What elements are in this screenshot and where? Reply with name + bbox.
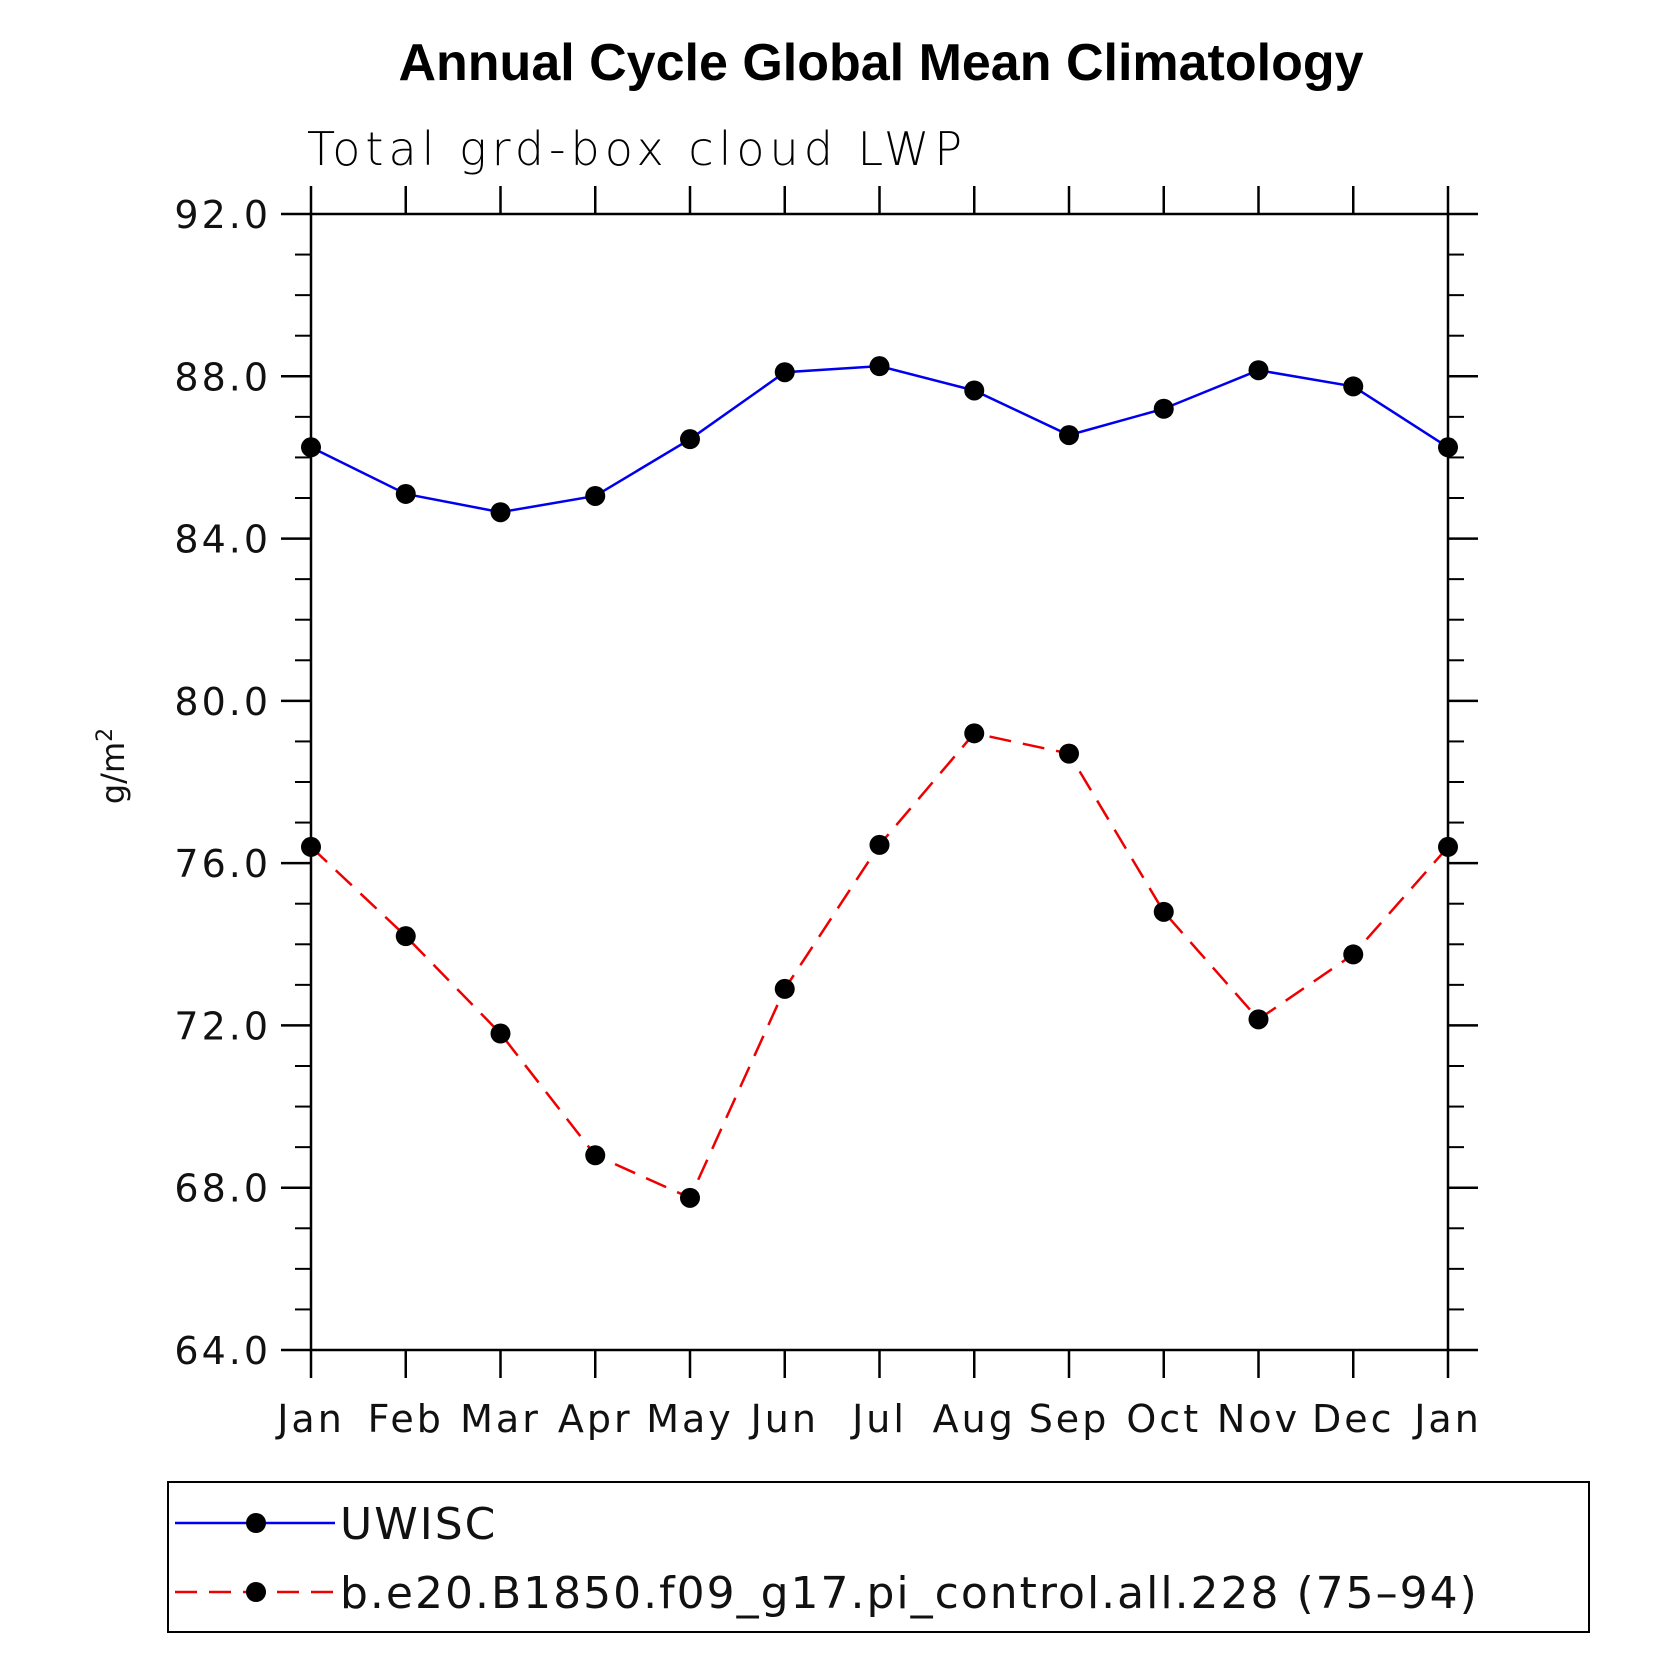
x-tick-label: Mar	[460, 1397, 541, 1441]
x-tick-label: Oct	[1126, 1397, 1201, 1441]
data-point	[964, 380, 985, 401]
series-1	[301, 723, 1458, 1208]
data-point	[1059, 743, 1079, 764]
legend-marker	[246, 1582, 266, 1602]
data-point	[774, 362, 795, 383]
y-tick-label: 72.0	[174, 1004, 271, 1048]
x-tick-label: Jun	[749, 1397, 819, 1441]
x-tick-label: Nov	[1217, 1397, 1300, 1441]
y-axis-label: g/m2	[93, 728, 133, 804]
x-tick-label: Aug	[933, 1397, 1016, 1441]
data-point	[869, 834, 890, 855]
legend: UWISC b.e20.B1850.f09_g17.pi_control.all.…	[167, 1481, 1590, 1633]
data-point	[490, 1023, 511, 1044]
legend-marker	[246, 1513, 266, 1533]
data-point	[1438, 437, 1458, 458]
legend-box	[167, 1481, 1590, 1633]
data-point	[395, 926, 416, 947]
axes: 64.0 68.0 72.0 76.0 80.0 84.0 88.0 92.0 Jan Feb Ma…	[174, 186, 1482, 1441]
data-point	[1153, 901, 1174, 922]
data-point	[585, 1145, 606, 1166]
data-point	[301, 836, 321, 857]
y-tick-label: 80.0	[174, 680, 271, 724]
series-0	[301, 356, 1458, 523]
data-point	[1438, 836, 1458, 857]
data-point	[964, 723, 985, 744]
plot-frame	[309, 212, 1450, 1352]
data-point	[1343, 376, 1364, 397]
data-point	[395, 483, 416, 504]
series-line	[310, 364, 1449, 514]
data-point	[1248, 1009, 1269, 1030]
data-point	[490, 502, 511, 523]
data-point	[680, 1187, 700, 1208]
x-tick-label: Jan	[275, 1397, 345, 1441]
x-tick-label: Sep	[1029, 1397, 1110, 1441]
data-point	[1248, 360, 1269, 381]
y-axis-label-exponent: 2	[93, 728, 118, 742]
y-tick-label: 92.0	[174, 193, 271, 237]
x-tick-label: Dec	[1312, 1397, 1395, 1441]
data-point	[1343, 944, 1364, 965]
series-layer	[301, 356, 1458, 1208]
x-tick-label: Feb	[368, 1397, 444, 1441]
series-line	[310, 731, 1449, 1200]
legend-entry-1: b.e20.B1850.f09_g17.pi_control.all.228 (…	[175, 1568, 1479, 1619]
x-tick-label: Jul	[850, 1397, 907, 1441]
y-tick-label: 76.0	[174, 842, 271, 886]
y-tick-label: 64.0	[174, 1329, 271, 1373]
chart-subtitle: Total grd-box cloud LWP	[307, 122, 967, 176]
data-point	[1153, 398, 1174, 419]
y-tick-label: 88.0	[174, 355, 271, 399]
y-tick-label: 68.0	[174, 1167, 271, 1211]
legend-label: b.e20.B1850.f09_g17.pi_control.all.228 (…	[340, 1568, 1479, 1619]
x-tick-label: Apr	[558, 1397, 633, 1441]
legend-label: UWISC	[340, 1499, 497, 1550]
x-tick-label: Jan	[1412, 1397, 1482, 1441]
legend-entry-0: UWISC	[175, 1499, 497, 1550]
data-point	[774, 978, 795, 999]
data-point	[1059, 425, 1079, 446]
data-point	[680, 429, 700, 450]
data-point	[301, 437, 321, 458]
chart-title: Annual Cycle Global Mean Climatology	[398, 34, 1363, 92]
data-point	[585, 485, 606, 506]
y-axis-label-unit: g/m	[94, 742, 132, 804]
y-tick-label: 84.0	[174, 518, 271, 562]
data-point	[869, 356, 890, 377]
x-tick-label: May	[646, 1397, 734, 1441]
